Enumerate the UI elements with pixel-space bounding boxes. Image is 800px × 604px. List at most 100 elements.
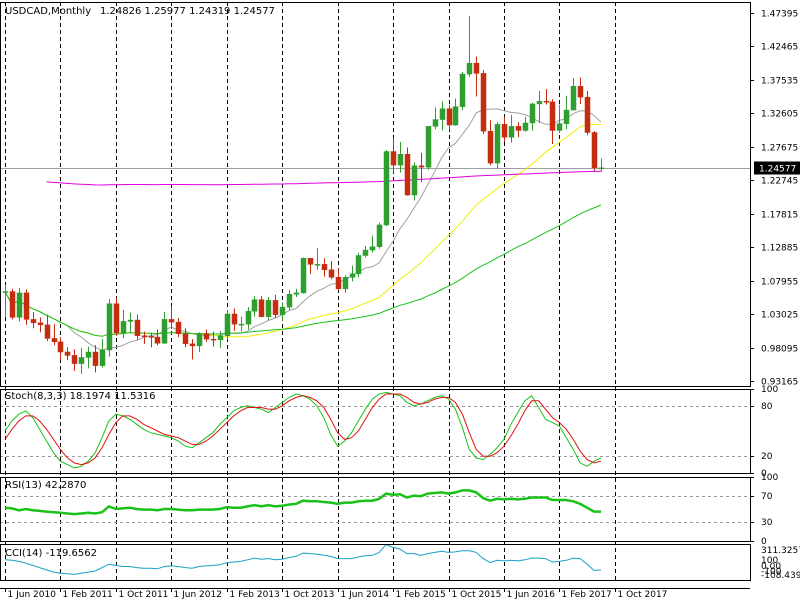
stoch-tick-label: 20 xyxy=(761,452,773,462)
candle-body xyxy=(45,325,50,339)
candle-body xyxy=(301,258,306,293)
stoch-tick-label: 100 xyxy=(761,385,778,395)
current-price-label: 1.24577 xyxy=(759,165,796,175)
candle-body xyxy=(322,264,327,269)
candle-body xyxy=(453,107,458,125)
candle-body xyxy=(329,270,334,277)
candle-body xyxy=(79,357,84,363)
candle-body xyxy=(460,74,465,107)
candle-body xyxy=(523,123,528,130)
candle-body xyxy=(350,274,355,277)
candle-body xyxy=(592,132,597,167)
candle-body xyxy=(481,73,486,131)
candle-body xyxy=(197,334,202,346)
candle-body xyxy=(128,320,133,321)
candle-body xyxy=(426,126,431,167)
candle-body xyxy=(239,324,244,325)
symbol-title: USDCAD,Monthly xyxy=(5,6,91,17)
candle-body xyxy=(149,336,154,337)
time-label: 1 Feb 2017 xyxy=(562,590,612,600)
price-tick-label: 1.17815 xyxy=(761,211,798,221)
rsi-tick-label: 100 xyxy=(761,473,778,483)
candle-body xyxy=(266,300,271,316)
rsi-label: RSI(13) 42.2870 xyxy=(5,480,86,491)
price-tick-label: 1.03025 xyxy=(761,311,798,321)
candle-body xyxy=(530,104,535,123)
candle-body xyxy=(65,352,70,355)
candle-body xyxy=(550,102,555,131)
stoch-tick-label: 80 xyxy=(761,402,773,412)
candle-body xyxy=(114,304,119,333)
rsi-tick-label: 30 xyxy=(761,518,773,528)
ohlc-readout: 1.24826 1.25977 1.24319 1.24577 xyxy=(100,6,275,17)
cci-label: CCI(14) -119.6562 xyxy=(5,548,97,559)
price-tick-label: 1.47395 xyxy=(761,10,798,20)
candle-body xyxy=(509,126,514,137)
candle-body xyxy=(280,307,285,314)
candle-body xyxy=(315,264,320,265)
candle-body xyxy=(370,247,375,250)
candle-body xyxy=(246,311,251,324)
candle-body xyxy=(356,256,361,274)
time-label: 1 Feb 2013 xyxy=(230,590,280,600)
candle-body xyxy=(225,314,230,336)
candle-body xyxy=(384,152,389,225)
price-tick-label: 1.22745 xyxy=(761,177,798,187)
candle-body xyxy=(398,154,403,165)
price-tick-label: 1.37535 xyxy=(761,77,798,87)
cci-tick-label: -108.4397 xyxy=(761,571,800,581)
rsi-tick-label: 70 xyxy=(761,492,773,502)
candle-body xyxy=(10,292,15,318)
candle-body xyxy=(232,314,237,324)
time-label: 1 Oct 2017 xyxy=(618,590,668,600)
candle-body xyxy=(447,109,452,125)
candle-body xyxy=(93,352,98,366)
candle-body xyxy=(252,300,257,312)
candle-body xyxy=(107,304,112,350)
candle-body xyxy=(544,101,549,102)
candle-body xyxy=(578,86,583,97)
candle-body xyxy=(218,336,223,340)
candle-body xyxy=(564,110,569,124)
time-label: 1 Feb 2015 xyxy=(396,590,446,600)
price-tick-label: 1.27675 xyxy=(761,144,798,154)
candle-body xyxy=(169,319,174,322)
candle-body xyxy=(155,337,160,343)
candle-body xyxy=(516,126,521,130)
time-label: 1 Jun 2012 xyxy=(174,590,222,600)
time-label: 1 Feb 2011 xyxy=(63,590,113,600)
candle-body xyxy=(557,124,562,131)
candle-body xyxy=(259,300,264,317)
time-label: 1 Jun 2010 xyxy=(8,590,57,600)
candle-body xyxy=(17,293,22,317)
candle-body xyxy=(287,294,292,307)
candle-body xyxy=(24,293,29,320)
candle-body xyxy=(336,277,341,289)
candle-body xyxy=(308,258,313,264)
candle-body xyxy=(3,292,8,293)
candle-body xyxy=(86,352,91,357)
candle-body xyxy=(433,120,438,127)
time-label: 1 Jun 2016 xyxy=(507,590,556,600)
price-tick-label: 1.07955 xyxy=(761,278,798,288)
candle-body xyxy=(38,323,43,325)
candle-body xyxy=(440,109,445,120)
candle-body xyxy=(377,225,382,247)
cci-tick-label: 311.3257 xyxy=(761,546,800,556)
candle-body xyxy=(52,338,57,341)
candle-body xyxy=(294,293,299,294)
candle-body xyxy=(190,344,195,346)
candle-body xyxy=(488,131,493,163)
candle-body xyxy=(467,63,472,74)
price-tick-label: 1.42465 xyxy=(761,43,798,53)
candle-body xyxy=(412,166,417,195)
candle-body xyxy=(121,321,126,333)
candle-body xyxy=(142,336,147,337)
price-tick-label: 1.32605 xyxy=(761,110,798,120)
candle-body xyxy=(585,97,590,132)
candle-body xyxy=(72,355,77,363)
candle-body xyxy=(162,319,167,343)
